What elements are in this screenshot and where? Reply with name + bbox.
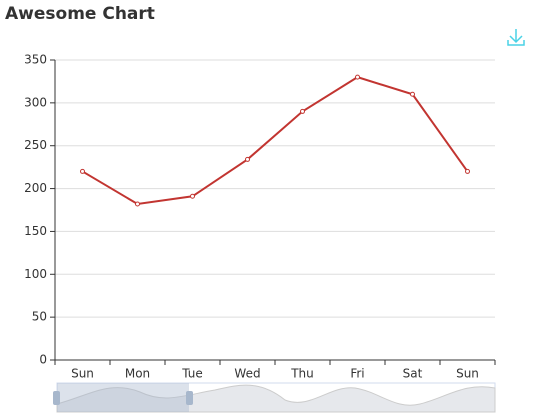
x-tick-label: Tue bbox=[181, 367, 203, 381]
zoom-selection[interactable] bbox=[57, 383, 189, 412]
data-point bbox=[355, 74, 360, 80]
x-tick-label: Sun bbox=[456, 367, 479, 381]
x-tick-label: Sat bbox=[403, 367, 423, 381]
data-point bbox=[300, 108, 305, 114]
y-tick-label: 50 bbox=[32, 310, 47, 324]
data-point bbox=[135, 201, 140, 207]
x-tick-label: Wed bbox=[234, 367, 260, 381]
data-point bbox=[190, 193, 195, 199]
data-point bbox=[80, 168, 85, 174]
y-tick-label: 150 bbox=[24, 224, 47, 238]
zoom-handle[interactable] bbox=[186, 391, 193, 405]
series-line bbox=[81, 76, 469, 206]
x-tick-label: Fri bbox=[350, 367, 364, 381]
zoom-handle[interactable] bbox=[53, 391, 60, 405]
y-tick-label: 350 bbox=[24, 53, 47, 67]
data-point bbox=[245, 156, 250, 162]
data-point bbox=[465, 168, 470, 174]
x-tick-label: Mon bbox=[125, 367, 150, 381]
download-icon[interactable] bbox=[507, 29, 525, 46]
y-tick-label: 100 bbox=[24, 267, 47, 281]
y-tick-label: 0 bbox=[39, 353, 47, 367]
download-glyph[interactable] bbox=[507, 29, 525, 46]
data-point bbox=[410, 91, 415, 97]
y-tick-label: 300 bbox=[24, 95, 47, 109]
zoom-preview bbox=[56, 384, 496, 413]
x-tick-label: Sun bbox=[71, 367, 94, 381]
y-tick-label: 250 bbox=[24, 138, 47, 152]
y-tick-label: 200 bbox=[24, 181, 47, 195]
x-tick-label: Thu bbox=[290, 367, 314, 381]
chart-title: Awesome Chart bbox=[5, 4, 155, 24]
data-zoom[interactable] bbox=[53, 382, 496, 413]
